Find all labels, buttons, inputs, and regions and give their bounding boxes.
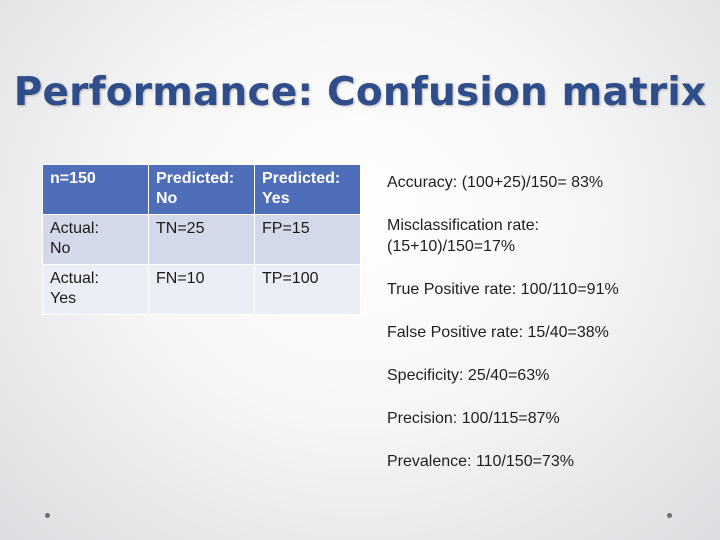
slide-title: Performance: Confusion matrix — [13, 70, 707, 115]
metrics-list: Accuracy: (100+25)/150= 83% Misclassific… — [387, 172, 707, 494]
decorative-dot-left — [45, 513, 50, 518]
metric-misclassification-rate: Misclassification rate: (15+10)/150=17% — [387, 217, 540, 255]
header-cell-predicted-no: Predicted: No — [148, 164, 255, 215]
cell-true-negative: TN=25 — [148, 214, 255, 265]
metric-accuracy: Accuracy: (100+25)/150= 83% — [387, 174, 604, 191]
cell-false-positive: FP=15 — [254, 214, 361, 265]
metric-prevalence: Prevalence: 110/150=73% — [387, 453, 574, 470]
header-cell-predicted-yes: Predicted: Yes — [254, 164, 361, 215]
metric-false-positive-rate: False Positive rate: 15/40=38% — [387, 324, 609, 341]
row-label-actual-no: Actual: No — [42, 214, 149, 265]
cell-false-negative: FN=10 — [148, 264, 255, 315]
decorative-dot-right — [667, 513, 672, 518]
metric-specificity: Specificity: 25/40=63% — [387, 367, 550, 384]
row-label-actual-yes: Actual: Yes — [42, 264, 149, 315]
table-header-row: n=150 Predicted: No Predicted: Yes — [42, 164, 361, 215]
table-row: Actual: No TN=25 FP=15 — [42, 214, 361, 265]
header-cell-n: n=150 — [42, 164, 149, 215]
metric-precision: Precision: 100/115=87% — [387, 410, 560, 427]
confusion-matrix-table: n=150 Predicted: No Predicted: Yes Actua… — [42, 164, 361, 315]
metric-true-positive-rate: True Positive rate: 100/110=91% — [387, 281, 619, 298]
table-row: Actual: Yes FN=10 TP=100 — [42, 264, 361, 315]
cell-true-positive: TP=100 — [254, 264, 361, 315]
